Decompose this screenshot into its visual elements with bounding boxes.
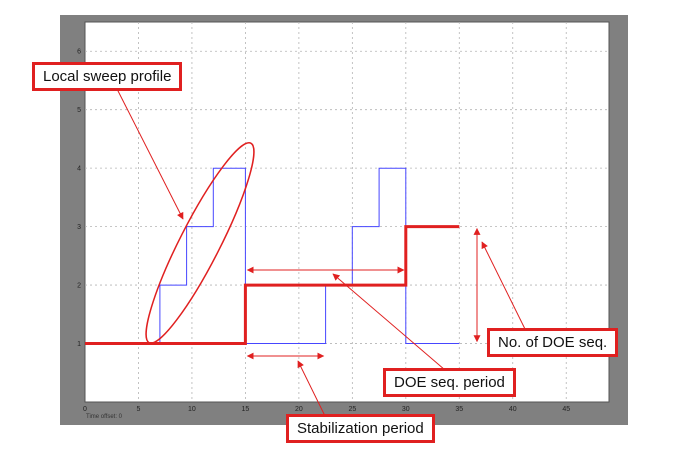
series — [85, 167, 460, 345]
annotation-no-of-doe-seq: No. of DOE seq. — [487, 328, 619, 357]
x-tick-label: 40 — [509, 406, 517, 413]
doe-period-pointer — [332, 273, 446, 371]
y-tick-label: 2 — [77, 283, 81, 290]
annotations — [114, 84, 526, 417]
annotation-doe-seq-period: DOE seq. period — [383, 368, 516, 397]
annotation-stabilization-period: Stabilization period — [286, 414, 435, 443]
x-tick-label: 20 — [295, 406, 303, 413]
time-offset-readout: Time offset: 0 — [86, 414, 123, 420]
x-tick-label: 35 — [455, 406, 463, 413]
x-tick-label: 15 — [242, 406, 250, 413]
y-tick-label: 4 — [77, 166, 81, 173]
y-tick-label: 1 — [77, 341, 81, 348]
x-tick-label: 10 — [188, 406, 196, 413]
x-tick-label: 25 — [348, 406, 356, 413]
series-doe-sequence-line — [85, 225, 460, 345]
x-tick-label: 0 — [83, 406, 87, 413]
doe-count-pointer — [481, 241, 526, 330]
x-tick-label: 30 — [402, 406, 410, 413]
local-sweep-ellipse — [145, 142, 255, 344]
y-tick-label: 6 — [77, 49, 81, 56]
annotation-local-sweep-profile: Local sweep profile — [32, 62, 183, 91]
x-tick-label: 45 — [562, 406, 570, 413]
local-sweep-pointer — [114, 84, 184, 220]
stabilization-pointer — [297, 360, 326, 417]
y-tick-label: 5 — [77, 107, 81, 114]
x-tick-label: 5 — [137, 406, 141, 413]
series-local-sweep-line — [159, 167, 460, 344]
y-tick-label: 3 — [77, 224, 81, 231]
